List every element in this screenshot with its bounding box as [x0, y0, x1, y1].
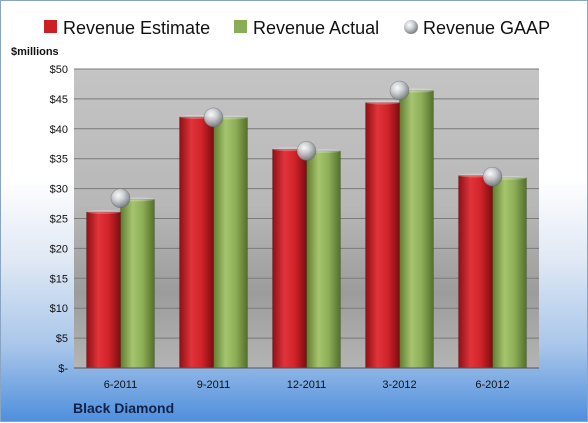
- bar-revenue-estimate: [272, 148, 307, 369]
- y-axis-ticks: $- $5 $10 $15 $20 $25 $30 $35 $40 $45 $50: [50, 64, 69, 375]
- x-tick-label: 3-2012: [382, 379, 416, 391]
- bar-revenue-actual: [120, 199, 155, 369]
- bar-revenue-actual: [399, 90, 434, 369]
- legend-label-revenue-actual: Revenue Actual: [253, 18, 379, 38]
- x-axis-ticks: 6-2011 9-2011 12-2011 3-2012 6-2012: [104, 379, 510, 391]
- bar-revenue-actual: [213, 117, 248, 369]
- y-tick-label: $25: [50, 214, 68, 226]
- marker-revenue-gaap: [296, 141, 317, 161]
- y-tick-label: $40: [50, 124, 68, 136]
- bar-revenue-estimate-top: [86, 209, 121, 214]
- y-tick-label: $30: [50, 184, 68, 196]
- gaap-markers: [110, 80, 503, 208]
- y-tick-label: $10: [50, 303, 68, 315]
- legend: Revenue Estimate Revenue Actual Revenue …: [44, 18, 550, 38]
- x-tick-label: 6-2012: [475, 379, 509, 391]
- bar-revenue-estimate: [179, 116, 214, 369]
- bar-revenue-actual: [306, 150, 341, 369]
- y-tick-label: $20: [50, 243, 68, 255]
- bars: [86, 88, 527, 369]
- bar-revenue-estimate: [365, 102, 400, 369]
- y-tick-label: $50: [50, 64, 68, 76]
- marker-revenue-gaap: [110, 188, 131, 208]
- x-tick-label: 9-2011: [197, 379, 230, 391]
- y-tick-label: $35: [50, 154, 68, 166]
- marker-revenue-gaap: [482, 166, 503, 187]
- legend-swatch-revenue-estimate: [44, 20, 57, 33]
- bar-revenue-actual: [492, 177, 527, 369]
- legend-swatch-revenue-actual: [234, 20, 247, 33]
- bar-revenue-estimate-top: [365, 100, 400, 105]
- unit-label: $millions: [11, 46, 59, 58]
- y-tick-label: $5: [56, 333, 68, 345]
- legend-label-revenue-estimate: Revenue Estimate: [63, 18, 210, 38]
- x-tick-label: 12-2011: [287, 379, 327, 391]
- y-tick-label: $-: [58, 363, 68, 375]
- y-tick-label: $15: [50, 273, 68, 285]
- company-name: Black Diamond: [73, 400, 174, 416]
- y-tick-label: $45: [50, 94, 68, 106]
- marker-revenue-gaap: [389, 80, 410, 101]
- x-tick-label: 6-2011: [104, 379, 137, 391]
- legend-label-revenue-gaap: Revenue GAAP: [423, 18, 550, 38]
- legend-marker-revenue-gaap: [404, 20, 418, 34]
- bar-revenue-estimate: [458, 175, 493, 369]
- marker-revenue-gaap: [203, 107, 224, 128]
- bar-revenue-estimate: [86, 211, 121, 369]
